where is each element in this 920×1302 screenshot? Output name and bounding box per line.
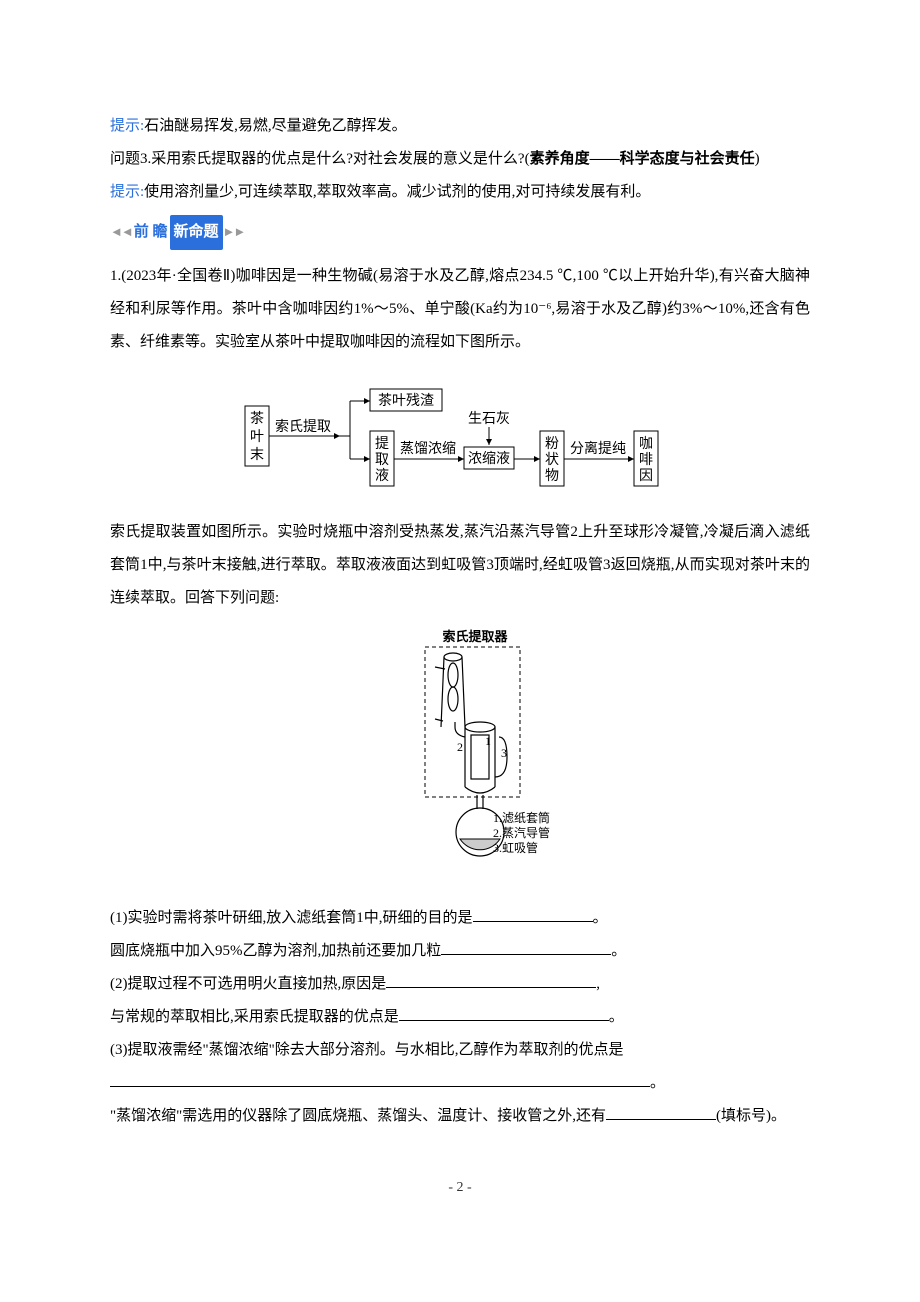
sub-question-3b: "蒸馏浓缩"需选用的仪器除了圆底烧瓶、蒸馏头、温度计、接收管之外,还有 (填标号)… [110, 1100, 810, 1133]
svg-text:索氏提取: 索氏提取 [275, 418, 331, 435]
chevron-right-icon: ►► [223, 218, 245, 247]
blank-1b [441, 940, 611, 955]
svg-text:啡: 啡 [639, 452, 653, 468]
svg-text:状: 状 [545, 452, 559, 468]
svg-text:茶叶残渣: 茶叶残渣 [378, 393, 434, 409]
sub-question-3a-blank: 。 [110, 1067, 810, 1100]
svg-text:因: 因 [639, 469, 653, 484]
svg-text:叶: 叶 [250, 429, 264, 445]
sub1c-text: 圆底烧瓶中加入95%乙醇为溶剂,加热前还要加几粒 [110, 943, 441, 959]
sub2a-text: (2)提取过程不可选用明火直接加热,原因是 [110, 976, 386, 992]
chevron-left-icon: ◄◄ [110, 218, 132, 247]
sub2a-end: , [596, 976, 600, 992]
hint-label-1: 提示: [110, 118, 144, 134]
sub-question-2b: 与常规的萃取相比,采用索氏提取器的优点是 。 [110, 1001, 810, 1034]
blank-2b [399, 1006, 609, 1021]
svg-text:索氏提取器: 索氏提取器 [442, 629, 508, 644]
svg-text:咖: 咖 [639, 436, 653, 452]
hint-text-1: 石油醚易挥发,易燃,尽量避免乙醇挥发。 [144, 118, 407, 134]
svg-text:粉: 粉 [545, 436, 559, 452]
sub1a-end: 。 [593, 910, 608, 926]
sub2c-end: 。 [609, 1009, 624, 1025]
sub-question-2a: (2)提取过程不可选用明火直接加热,原因是, [110, 968, 810, 1001]
sub1c-end: 。 [611, 943, 626, 959]
q3-text-b: 素养角度——科学态度与社会责任 [530, 151, 755, 167]
sub3c-text-a: "蒸馏浓缩"需选用的仪器除了圆底烧瓶、蒸馏头、温度计、接收管之外,还有 [110, 1108, 606, 1124]
hint-text-2: 使用溶剂量少,可连续萃取,萃取效率高。减少试剂的使用,对可持续发展有利。 [144, 184, 650, 200]
blank-3b [606, 1105, 716, 1120]
svg-text:3: 3 [501, 746, 507, 760]
badge-label-a: 前 瞻 [134, 216, 168, 249]
q3-text-a: 问题3.采用索氏提取器的优点是什么?对社会发展的意义是什么?( [110, 151, 530, 167]
badge-label-b: 新命题 [170, 215, 223, 250]
svg-text:茶: 茶 [250, 411, 264, 427]
hint-line-1: 提示:石油醚易挥发,易燃,尽量避免乙醇挥发。 [110, 110, 810, 143]
hint-label-2: 提示: [110, 184, 144, 200]
svg-text:2.蒸汽导管: 2.蒸汽导管 [493, 825, 550, 840]
flow-diagram: .bx { fill:#fff; stroke:#000; stroke-wid… [110, 371, 810, 504]
hint-line-2: 提示:使用溶剂量少,可连续萃取,萃取效率高。减少试剂的使用,对可持续发展有利。 [110, 176, 810, 209]
svg-text:生石灰: 生石灰 [468, 411, 510, 427]
svg-text:1: 1 [485, 734, 491, 748]
blank-1a [473, 907, 593, 922]
sub2c-text: 与常规的萃取相比,采用索氏提取器的优点是 [110, 1009, 399, 1025]
svg-text:1.滤纸套筒: 1.滤纸套筒 [493, 810, 550, 825]
svg-text:3.虹吸管: 3.虹吸管 [493, 840, 538, 855]
svg-text:取: 取 [375, 453, 389, 468]
svg-text:提: 提 [375, 436, 389, 452]
blank-2a [386, 973, 596, 988]
soxhlet-apparatus-diagram: .ln{stroke:#000;stroke-width:1.2;fill:no… [110, 627, 810, 890]
q3-text-c: ) [755, 151, 760, 167]
svg-text:物: 物 [545, 468, 559, 484]
question-3: 问题3.采用索氏提取器的优点是什么?对社会发展的意义是什么?(素养角度——科学态… [110, 143, 810, 176]
section-badge: ◄◄ 前 瞻 新命题 ►► [110, 215, 810, 250]
item-1-body: 索氏提取装置如图所示。实验时烧瓶中溶剂受热蒸发,蒸汽沿蒸汽导管2上升至球形冷凝管… [110, 516, 810, 615]
sub1a-text: (1)实验时需将茶叶研细,放入滤纸套筒1中,研细的目的是 [110, 910, 473, 926]
blank-3a [110, 1072, 650, 1087]
item-1-intro: 1.(2023年·全国卷Ⅱ)咖啡因是一种生物碱(易溶于水及乙醇,熔点234.5 … [110, 260, 810, 359]
svg-text:蒸馏浓缩: 蒸馏浓缩 [400, 441, 456, 457]
sub-question-3a: (3)提取液需经"蒸馏浓缩"除去大部分溶剂。与水相比,乙醇作为萃取剂的优点是 [110, 1034, 810, 1067]
page-number: - 2 - [110, 1173, 810, 1204]
svg-text:末: 末 [250, 447, 264, 463]
sub3c-text-b: (填标号)。 [716, 1108, 786, 1124]
sub-question-1a: (1)实验时需将茶叶研细,放入滤纸套筒1中,研细的目的是 。 [110, 902, 810, 935]
svg-text:2: 2 [457, 740, 463, 754]
svg-text:浓缩液: 浓缩液 [468, 451, 510, 467]
svg-text:液: 液 [375, 468, 389, 484]
sub-question-1b: 圆底烧瓶中加入95%乙醇为溶剂,加热前还要加几粒 。 [110, 935, 810, 968]
sub3a-end: 。 [650, 1075, 665, 1091]
svg-text:分离提纯: 分离提纯 [570, 440, 626, 457]
